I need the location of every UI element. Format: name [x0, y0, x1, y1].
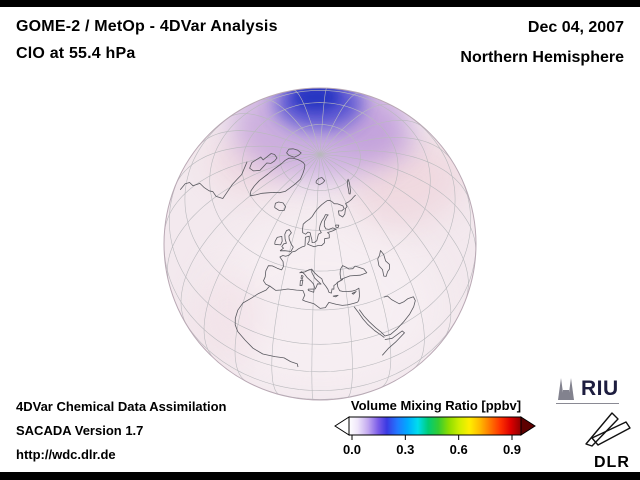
title-line-1: GOME-2 / MetOp - 4DVar Analysis [16, 18, 278, 35]
date-region-block: Dec 04, 2007 Northern Hemisphere [460, 13, 624, 73]
date-label: Dec 04, 2007 [527, 19, 624, 36]
colorbar: 0.0 0.3 0.6 0.9 [334, 416, 536, 457]
svg-text:0.0: 0.0 [343, 442, 361, 457]
assimilation-label: 4DVar Chemical Data Assimilation [16, 399, 227, 414]
dlr-swoosh-icon [585, 412, 631, 447]
cathedral-icon [558, 378, 574, 400]
svg-text:0.3: 0.3 [396, 442, 414, 457]
url-label: http://wdc.dlr.de [16, 447, 116, 462]
bottom-border-bar [0, 472, 640, 480]
analysis-title-block: GOME-2 / MetOp - 4DVar Analysis ClO at 5… [16, 13, 278, 67]
colorbar-title: Volume Mixing Ratio [ppbv] [350, 398, 522, 413]
dlr-logo-text: DLR [594, 454, 630, 471]
svg-text:0.6: 0.6 [450, 442, 468, 457]
riu-logo: RIU [556, 374, 619, 404]
svg-text:0.9: 0.9 [503, 442, 521, 457]
dlr-logo: DLR [578, 408, 634, 472]
riu-logo-text: RIU [581, 377, 619, 400]
footer-text-block: 4DVar Chemical Data Assimilation SACADA … [16, 395, 227, 467]
hemisphere-label: Northern Hemisphere [460, 49, 624, 66]
version-label: SACADA Version 1.7 [16, 423, 144, 438]
top-border-bar [0, 0, 640, 7]
title-line-2: ClO at 55.4 hPa [16, 45, 136, 62]
